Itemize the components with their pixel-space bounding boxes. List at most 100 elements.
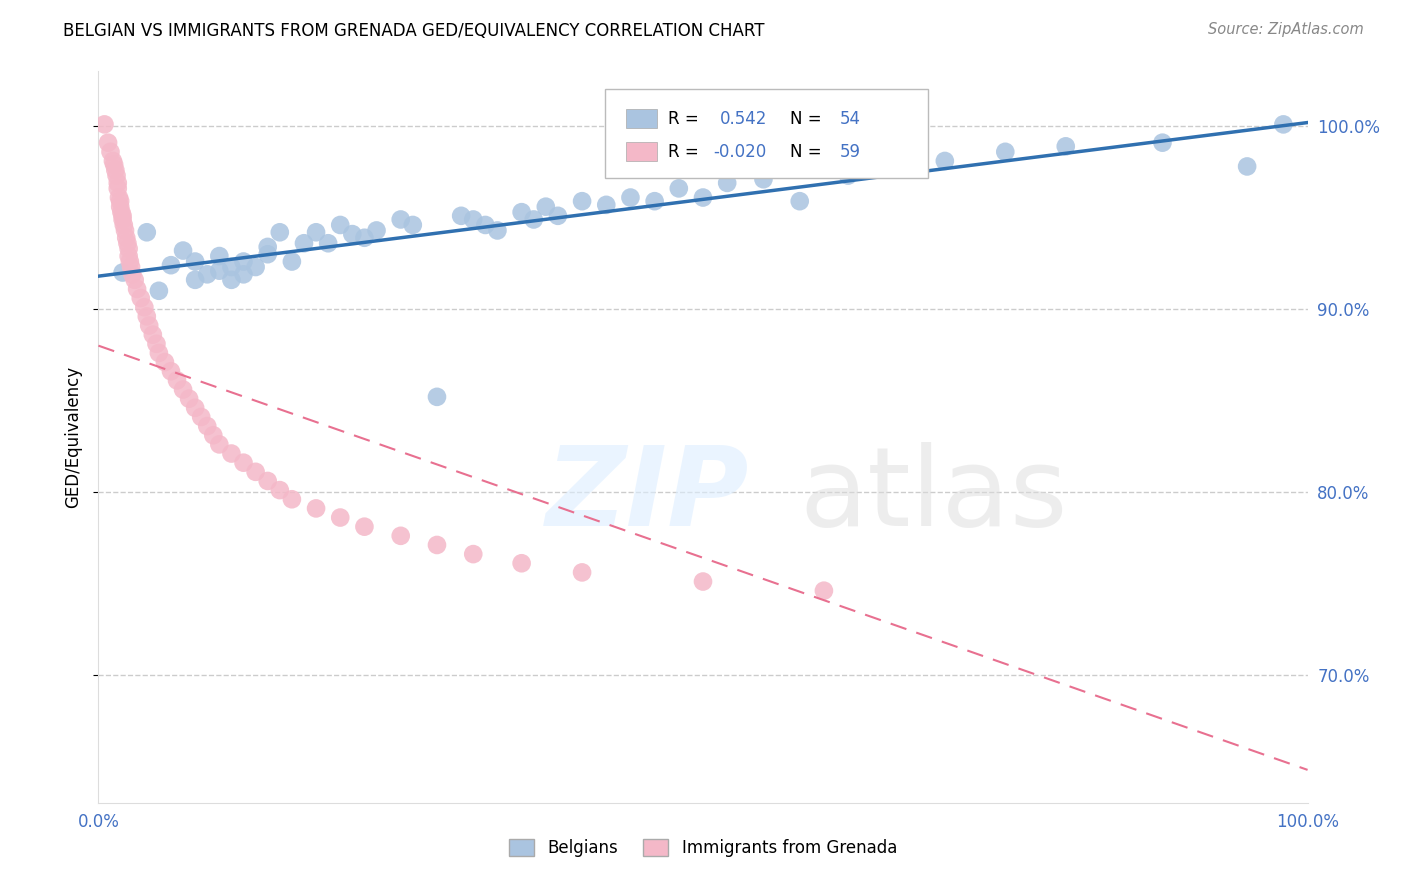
Point <box>353 231 375 245</box>
Point <box>523 212 546 227</box>
Point <box>1054 139 1077 153</box>
Point <box>1236 160 1258 174</box>
Point <box>934 153 956 168</box>
Point <box>100 145 122 159</box>
Point <box>256 240 278 254</box>
Point <box>145 336 167 351</box>
Point <box>135 225 157 239</box>
Point <box>190 409 212 424</box>
Point <box>107 181 129 195</box>
Point <box>110 205 132 219</box>
Point <box>245 465 267 479</box>
Point <box>292 236 315 251</box>
Point <box>97 136 120 150</box>
Point <box>120 260 142 274</box>
Point <box>256 474 278 488</box>
Point <box>668 181 690 195</box>
Point <box>510 205 533 219</box>
Point <box>595 198 617 212</box>
Point <box>184 254 207 268</box>
Point <box>208 263 231 277</box>
Point <box>221 260 243 274</box>
Point <box>138 318 160 333</box>
Text: R =: R = <box>668 143 699 161</box>
Point <box>329 218 352 232</box>
Point <box>329 510 352 524</box>
Point <box>716 176 738 190</box>
Point <box>269 225 291 239</box>
Point <box>245 260 267 274</box>
Point <box>101 153 124 168</box>
Point <box>202 428 225 442</box>
Point <box>208 437 231 451</box>
Point <box>837 169 859 183</box>
Point <box>108 200 131 214</box>
Point <box>692 190 714 204</box>
Point <box>208 249 231 263</box>
Point <box>142 327 165 342</box>
Point <box>124 273 146 287</box>
Point <box>789 194 811 209</box>
Legend: Belgians, Immigrants from Grenada: Belgians, Immigrants from Grenada <box>502 832 904 864</box>
Point <box>105 169 128 183</box>
Point <box>184 401 207 415</box>
Point <box>486 223 509 237</box>
Point <box>269 483 291 497</box>
Point <box>221 273 243 287</box>
Point <box>232 254 254 268</box>
Point <box>463 547 485 561</box>
Point <box>994 145 1017 159</box>
Point <box>644 194 666 209</box>
Point <box>195 268 218 282</box>
Point <box>195 419 218 434</box>
Point <box>450 209 472 223</box>
Point <box>474 218 496 232</box>
Text: 0.542: 0.542 <box>720 110 768 128</box>
Point <box>463 212 485 227</box>
Text: N =: N = <box>790 110 821 128</box>
Point <box>148 346 170 360</box>
Point <box>426 390 449 404</box>
Text: ZIP: ZIP <box>546 442 749 549</box>
Point <box>104 163 127 178</box>
Point <box>389 529 412 543</box>
Text: R =: R = <box>668 110 699 128</box>
Point <box>160 364 183 378</box>
Point <box>111 265 134 279</box>
Point <box>873 158 896 172</box>
Text: Source: ZipAtlas.com: Source: ZipAtlas.com <box>1208 22 1364 37</box>
Point <box>619 190 641 204</box>
Point <box>281 492 304 507</box>
Point <box>571 194 593 209</box>
Point <box>232 456 254 470</box>
Text: -0.020: -0.020 <box>713 143 766 161</box>
Point <box>389 212 412 227</box>
Point <box>571 566 593 580</box>
Point <box>108 194 131 209</box>
Point <box>118 254 141 268</box>
Point <box>108 190 131 204</box>
Point <box>166 373 188 387</box>
Point <box>366 223 388 237</box>
Y-axis label: GED/Equivalency: GED/Equivalency <box>65 366 83 508</box>
Point <box>118 242 141 256</box>
Point <box>117 236 139 251</box>
Text: 59: 59 <box>839 143 860 161</box>
Point <box>353 519 375 533</box>
Point <box>129 291 152 305</box>
Point <box>813 583 835 598</box>
Point <box>112 218 135 232</box>
Point <box>534 200 557 214</box>
Point <box>1152 136 1174 150</box>
Text: atlas: atlas <box>800 442 1069 549</box>
Point <box>177 392 201 406</box>
Point <box>281 254 304 268</box>
Point <box>118 249 141 263</box>
Point <box>692 574 714 589</box>
Text: 54: 54 <box>839 110 860 128</box>
Point <box>256 247 278 261</box>
Point <box>127 282 149 296</box>
Point <box>111 212 134 227</box>
Point <box>111 209 134 223</box>
Point <box>426 538 449 552</box>
